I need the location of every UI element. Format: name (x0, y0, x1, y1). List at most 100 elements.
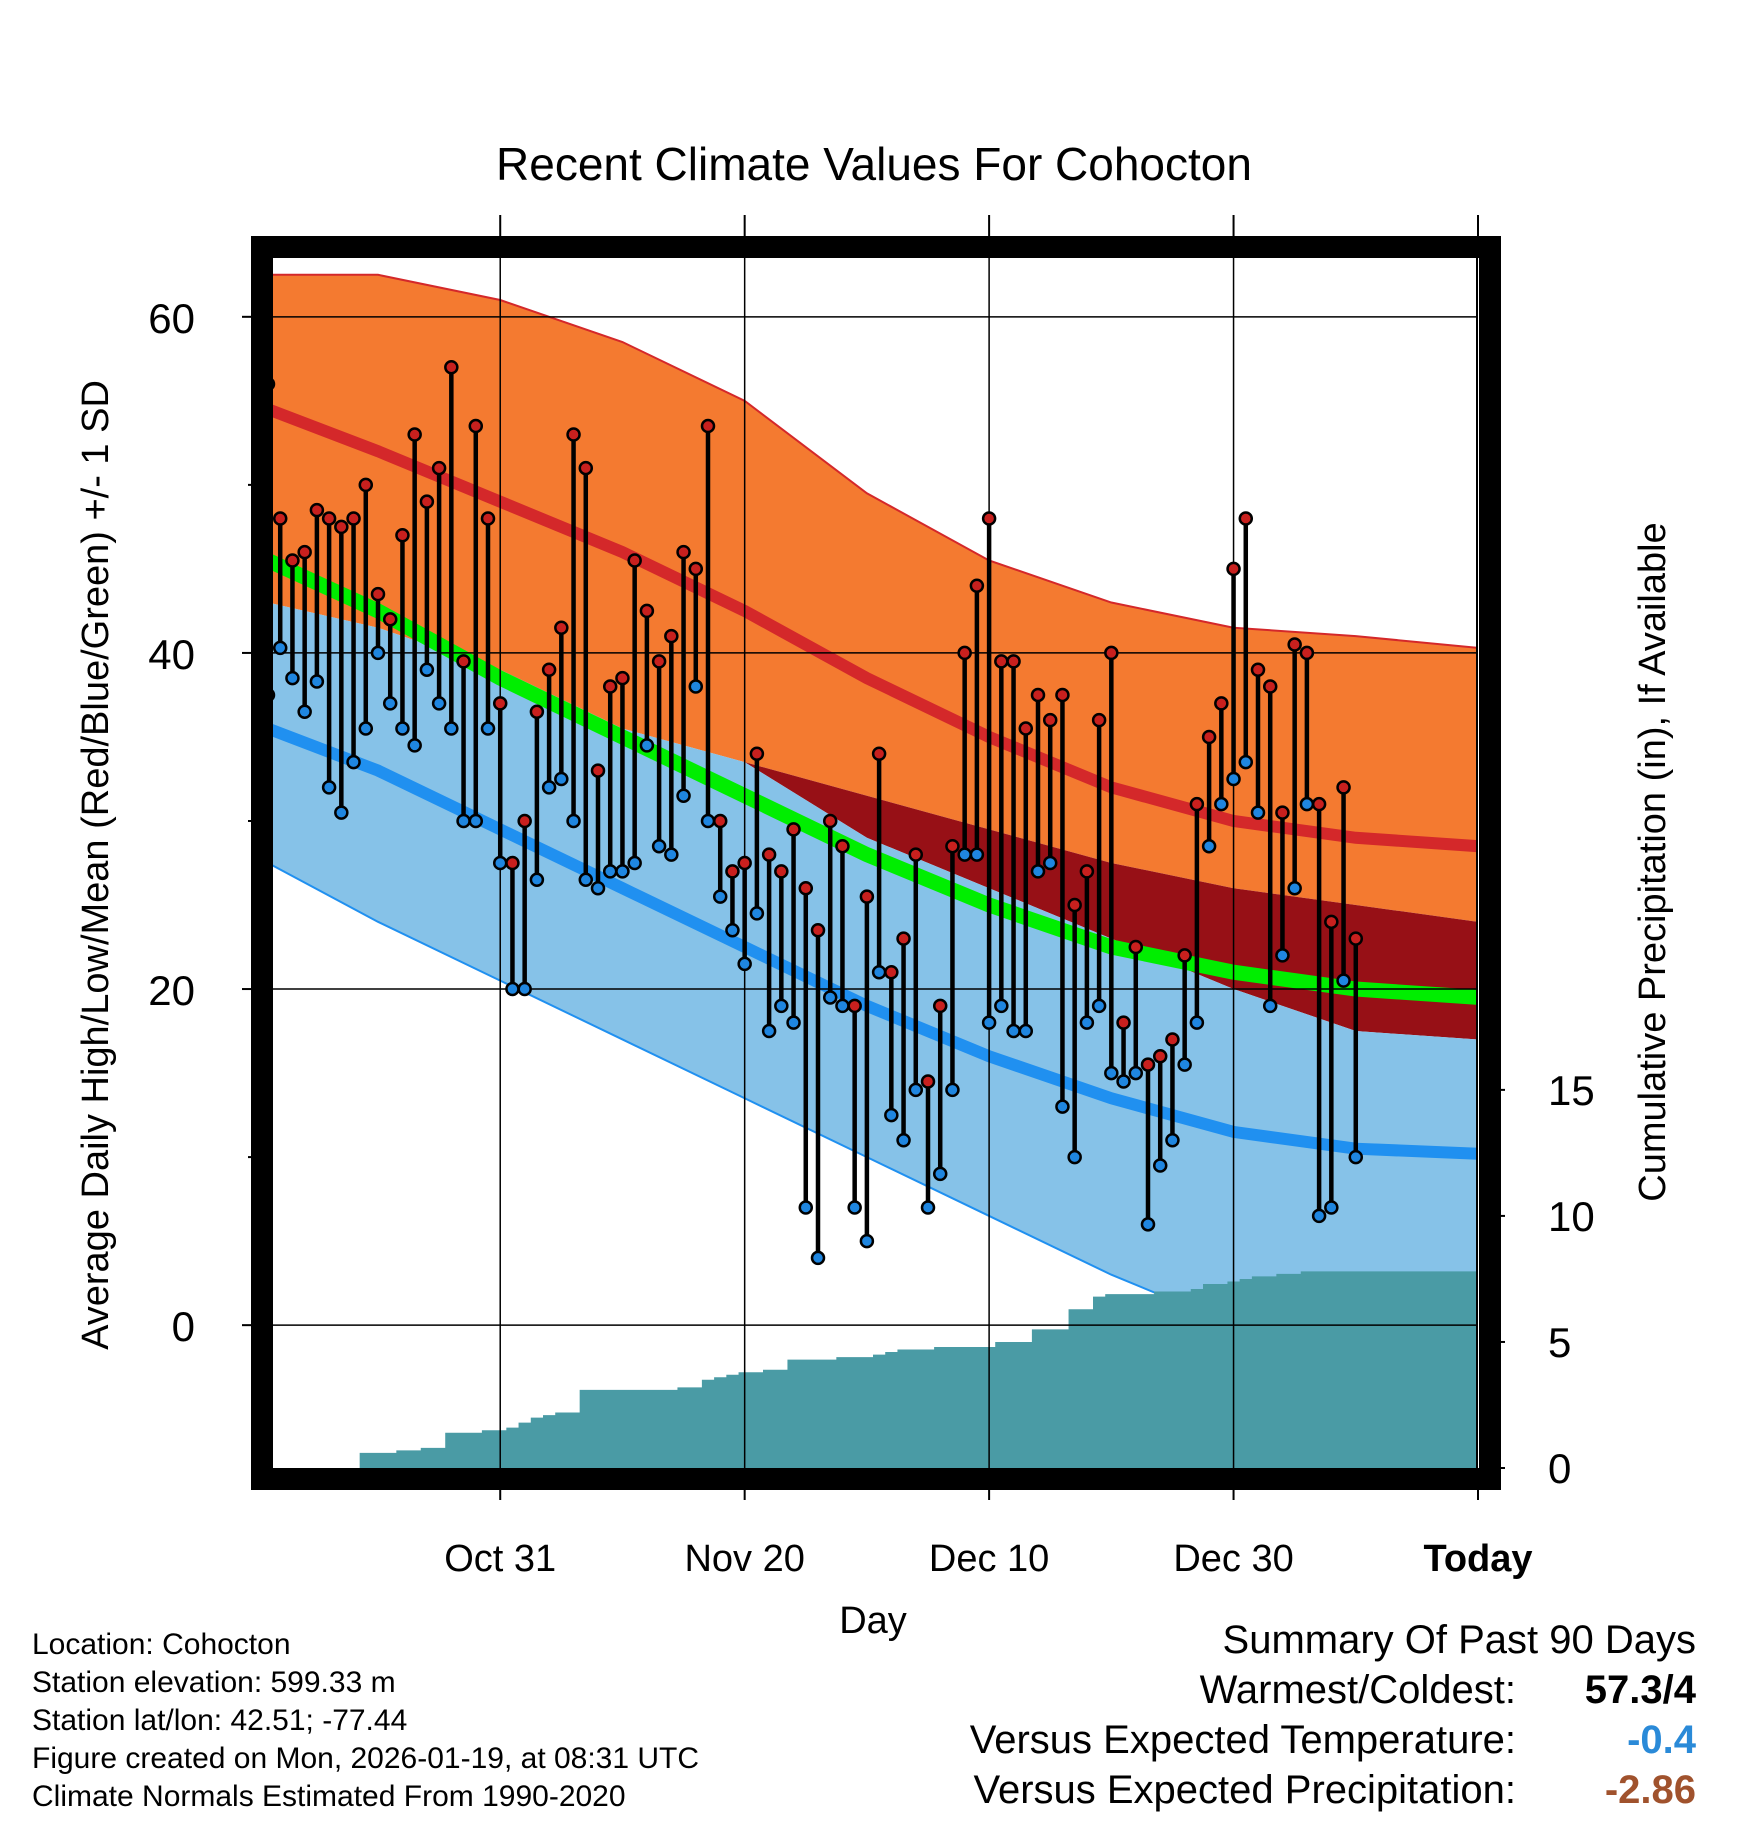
high-point (712, 813, 728, 829)
high-point (1226, 561, 1241, 577)
high-point (835, 838, 850, 854)
x-tick-label: Today (1423, 1538, 1532, 1580)
high-point (884, 964, 899, 980)
low-point (1177, 1057, 1192, 1072)
high-point (774, 864, 789, 879)
x-tick-label: Dec 30 (1173, 1538, 1293, 1580)
mean-sd-band (268, 602, 1478, 1040)
low-point (529, 872, 545, 888)
low-point (334, 805, 349, 820)
low-point (285, 670, 300, 686)
high-point (1177, 948, 1192, 963)
latlon-text: Station lat/lon: 42.51; -77.44 (32, 1704, 408, 1737)
high-point (1275, 805, 1290, 820)
high-point (554, 620, 569, 635)
high-point (627, 553, 642, 568)
y-tick-label: 0 (172, 1303, 195, 1350)
high-point (1262, 679, 1278, 694)
high-point (566, 427, 581, 442)
high-point (761, 847, 777, 862)
low-point (1201, 838, 1217, 854)
low-point (859, 1233, 875, 1249)
location-text: Location: Cohocton (32, 1628, 291, 1661)
low-point (1067, 1149, 1082, 1165)
high-point (1250, 662, 1266, 677)
low-point (688, 679, 704, 694)
low-point (480, 721, 496, 736)
low-point (566, 813, 581, 829)
low-point (297, 704, 312, 719)
high-point (1116, 1015, 1131, 1030)
low-point (1214, 796, 1229, 812)
high-point (272, 511, 288, 526)
high-point (1055, 687, 1070, 703)
high-point (810, 922, 826, 938)
low-point (774, 998, 789, 1014)
low-point (1262, 998, 1278, 1014)
y-tick-label: 60 (148, 295, 195, 342)
low-point (346, 754, 361, 770)
low-point (517, 981, 532, 997)
low-point (884, 1107, 899, 1123)
high-point (1067, 897, 1082, 913)
low-point (321, 780, 337, 795)
high-point (590, 763, 606, 778)
high-point (541, 662, 557, 677)
y2-tick-label: 5 (1548, 1319, 1571, 1366)
low-point (602, 864, 618, 879)
low-point (1018, 1023, 1034, 1039)
low-point (1250, 805, 1266, 820)
low-point (370, 645, 386, 661)
low-point (468, 813, 484, 829)
high-point (651, 654, 667, 669)
low-point (431, 696, 447, 711)
low-point (578, 872, 594, 888)
elevation-text: Station elevation: 599.33 m (32, 1666, 396, 1699)
high-point (346, 511, 361, 526)
low-point (407, 738, 422, 753)
high-point (700, 418, 716, 434)
x-tick-label: Dec 10 (929, 1538, 1049, 1580)
low-point (761, 1023, 777, 1039)
high-point (1299, 645, 1315, 661)
high-point (847, 998, 862, 1014)
low-point (994, 998, 1009, 1014)
y2-axis-label: Cumulative Precipitation (in), If Availa… (1632, 522, 1674, 1201)
low-point (932, 1166, 948, 1182)
low-point (1079, 1015, 1095, 1030)
low-point (1116, 1074, 1131, 1089)
high-point (994, 654, 1009, 669)
y-tick-label: 20 (148, 967, 195, 1014)
low-point (822, 990, 838, 1005)
low-point (896, 1133, 911, 1148)
high-point (468, 418, 484, 434)
high-point (871, 746, 887, 762)
high-point (932, 998, 948, 1014)
high-point (786, 822, 801, 837)
high-point (395, 528, 410, 543)
low-point (541, 780, 557, 795)
low-point (554, 771, 569, 787)
chart-title: Recent Climate Values For Cohocton (496, 138, 1252, 190)
high-point (920, 1074, 936, 1089)
low-point (382, 696, 398, 711)
warmest-value: 57.3/4 (1584, 1668, 1696, 1712)
high-point (1006, 654, 1021, 669)
temp-label: Versus Expected Temperature: (969, 1718, 1516, 1762)
low-point (810, 1250, 826, 1266)
high-point (321, 511, 337, 526)
low-point (272, 640, 288, 656)
high-point (602, 679, 618, 694)
high-point (578, 460, 594, 476)
low-point (908, 1082, 924, 1098)
cumulative-precip-area (268, 1271, 1478, 1468)
high-point (382, 612, 398, 627)
low-point (664, 847, 679, 862)
low-point (1336, 973, 1351, 988)
low-point (1238, 754, 1254, 770)
high-point (639, 603, 655, 619)
high-point (664, 628, 679, 644)
low-point (639, 738, 655, 753)
low-point (847, 1200, 862, 1215)
low-point (1348, 1149, 1364, 1165)
